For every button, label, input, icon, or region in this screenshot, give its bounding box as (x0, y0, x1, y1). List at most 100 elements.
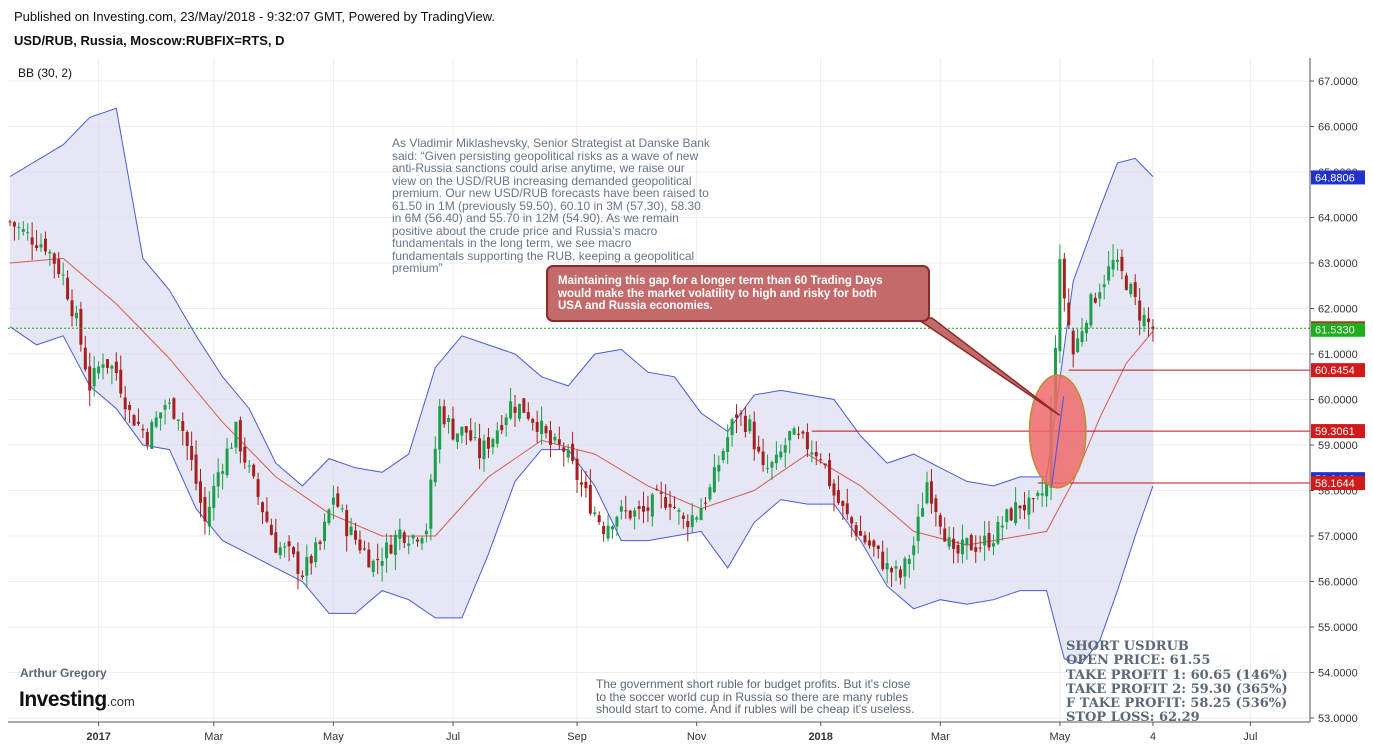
price-label-box (1311, 424, 1365, 439)
candle-body (292, 547, 296, 555)
price-label-box (1311, 363, 1365, 378)
x-tick-label: Mar (204, 731, 223, 743)
candle-body (478, 438, 482, 459)
candle-body (1098, 292, 1102, 299)
candle-body (256, 479, 260, 497)
candle-body (1124, 275, 1128, 290)
candle-body (699, 507, 703, 521)
x-tick-label: 4 (1150, 731, 1156, 743)
candle-body (735, 414, 739, 418)
candle-body (331, 497, 335, 505)
y-tick-label: 61.0000 (1318, 349, 1358, 361)
candle-body (1129, 284, 1133, 295)
candle-body (872, 540, 876, 547)
candle-body (190, 445, 194, 460)
candle-body (376, 558, 380, 561)
candle-body (411, 535, 415, 539)
candle-body (424, 530, 428, 535)
candle-body (1133, 282, 1137, 297)
candle-body (83, 347, 87, 370)
candle-body (708, 487, 712, 500)
x-tick-label: Mar (931, 731, 950, 743)
logo-text: Investing (19, 688, 107, 711)
candle-body (952, 538, 956, 549)
candle-body (26, 232, 30, 234)
candle-body (1062, 258, 1066, 299)
gap-trend-line (1051, 396, 1065, 487)
author-name: Arthur Gregory (20, 666, 107, 680)
x-tick-label: May (1050, 731, 1071, 743)
candle-body (513, 406, 517, 414)
candle-body (526, 412, 530, 419)
candle-body (876, 545, 880, 549)
price-label-box (1311, 322, 1365, 337)
candle-body (163, 405, 167, 410)
candle-body (641, 506, 645, 512)
candle-body (212, 485, 216, 509)
candle-body (517, 403, 521, 419)
candle-body (814, 452, 818, 457)
candle-body (774, 454, 778, 464)
candle-body (628, 510, 632, 519)
x-tick-label: Jul (446, 731, 460, 743)
candle-body (491, 439, 495, 448)
investing-logo[interactable]: Investing.com (19, 688, 135, 712)
candle-body (575, 458, 579, 481)
candle-body (429, 479, 433, 529)
x-tick-label: May (323, 731, 344, 743)
candle-body (1076, 338, 1080, 352)
candle-body (921, 508, 925, 517)
candle-body (1089, 294, 1093, 326)
y-tick-label: 64.0000 (1318, 213, 1358, 225)
candle-body (1031, 498, 1035, 500)
candle-body (495, 430, 499, 444)
candle-body (934, 498, 938, 513)
candle-body (779, 451, 783, 458)
candle-body (389, 544, 393, 554)
candle-body (362, 548, 366, 550)
candle-body (48, 251, 52, 254)
candle-body (43, 238, 47, 252)
candle-body (969, 535, 973, 551)
candle-body (1040, 493, 1044, 496)
candle-body (154, 417, 158, 427)
y-tick-label: 59.0000 (1318, 440, 1358, 452)
y-tick-label: 55.0000 (1318, 622, 1358, 634)
gap-ellipse (1028, 374, 1087, 489)
candle-body (442, 406, 446, 425)
candle-body (885, 563, 889, 570)
candle-body (79, 308, 83, 345)
candle-body (761, 451, 765, 466)
x-tick-label: Nov (687, 731, 707, 743)
candle-body (615, 516, 619, 527)
y-tick-label: 67.0000 (1318, 76, 1358, 88)
candle-body (531, 419, 535, 423)
y-tick-label: 60.0000 (1318, 395, 1358, 407)
candle-body (681, 515, 685, 519)
y-tick-label: 54.0000 (1318, 668, 1358, 680)
candle-body (323, 521, 327, 542)
candle-body (788, 431, 792, 441)
candle-body (261, 502, 265, 513)
candle-body (74, 312, 78, 319)
candle-body (225, 448, 229, 476)
candle-body (88, 366, 92, 391)
candle-body (1022, 504, 1026, 511)
candle-body (482, 440, 486, 460)
candle-body (136, 421, 140, 424)
candle-body (943, 528, 947, 542)
trade-setup-box: SHORT USDRUB OPEN PRICE: 61.55 TAKE PROF… (1066, 639, 1288, 726)
candle-body (238, 420, 242, 452)
candle-body (566, 449, 570, 458)
candle-body (898, 569, 902, 578)
candle-body (57, 259, 61, 275)
candle-body (132, 415, 136, 426)
candle-body (287, 541, 291, 547)
candle-body (854, 525, 858, 536)
candle-body (960, 539, 964, 555)
candle-body (588, 484, 592, 514)
candle-body (30, 237, 34, 245)
candle-body (207, 506, 211, 527)
candle-body (1111, 259, 1115, 270)
